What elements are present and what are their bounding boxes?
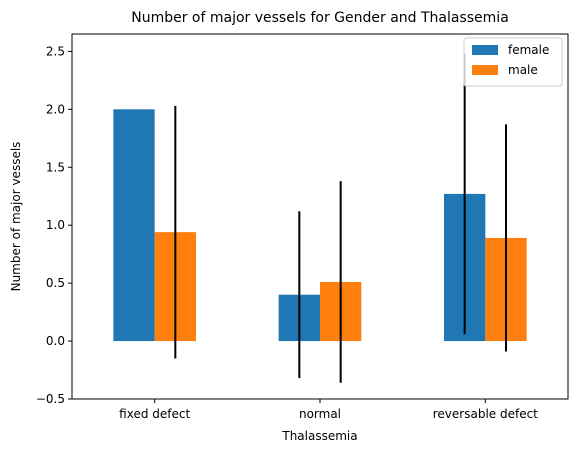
y-axis-label: Number of major vessels [9, 142, 23, 292]
y-tick-label: 2.0 [46, 102, 65, 116]
chart-title: Number of major vessels for Gender and T… [131, 10, 509, 26]
y-axis: −0.5 0.0 0.5 1.0 1.5 2.0 2.5 [36, 44, 72, 406]
x-tick-label: reversable defect [433, 407, 538, 421]
legend: female male [463, 37, 563, 87]
x-axis-label: Thalassemia [281, 429, 357, 443]
legend-label-male: male [508, 63, 538, 77]
x-tick-label: fixed defect [119, 407, 190, 421]
x-axis: fixed defect normal reversable defect [119, 399, 538, 421]
bar-female-0 [113, 109, 155, 342]
x-tick-label: normal [299, 407, 341, 421]
errorbars-layer [174, 53, 507, 383]
y-tick-label: 1.5 [46, 160, 65, 174]
legend-swatch-male [472, 65, 498, 75]
y-tick-label: 1.0 [46, 218, 65, 232]
y-tick-label: 2.5 [46, 44, 65, 58]
legend-label-female: female [508, 43, 549, 57]
y-tick-label: 0.5 [46, 276, 65, 290]
y-tick-label: −0.5 [36, 392, 65, 406]
legend-swatch-female [472, 45, 498, 55]
y-tick-label: 0.0 [46, 334, 65, 348]
